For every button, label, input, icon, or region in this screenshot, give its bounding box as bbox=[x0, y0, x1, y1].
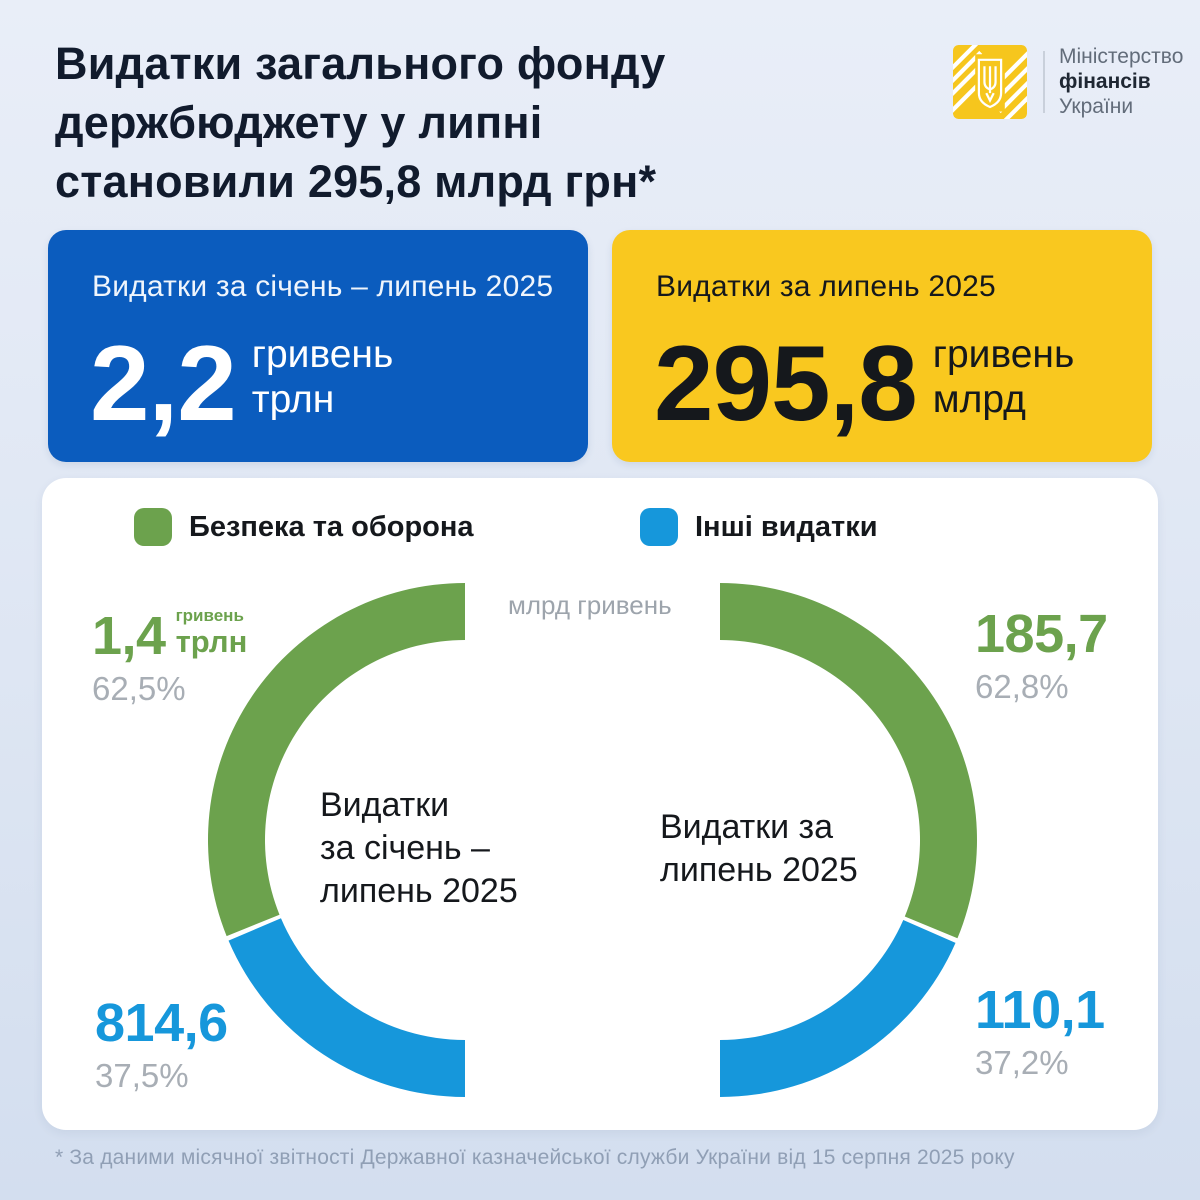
donut-center-line: за січень – bbox=[320, 829, 490, 867]
segment-value-magnitude: трлн bbox=[175, 624, 248, 659]
stat-card-label: Видатки за липень 2025 bbox=[656, 270, 996, 303]
legend-label: Безпека та оборона bbox=[189, 510, 474, 543]
donut-right-center-label: Видатки за липень 2025 bbox=[660, 806, 858, 892]
chart-card: Безпека та оборона Інші видатки млрд гри… bbox=[42, 478, 1158, 1130]
stat-value-number: 295,8 bbox=[654, 323, 918, 444]
page-title-line: держбюджету у липні bbox=[55, 97, 543, 148]
stat-value-magnitude: трлн bbox=[251, 378, 335, 421]
donut-center-line: липень 2025 bbox=[320, 872, 518, 910]
legend-item-security: Безпека та оборона bbox=[134, 508, 474, 546]
donut-left-center-label: Видатки за січень – липень 2025 bbox=[320, 784, 518, 913]
stat-value-number: 2,2 bbox=[90, 323, 237, 444]
donut-right-segment-1 bbox=[720, 920, 956, 1097]
donut-center-line: липень 2025 bbox=[660, 851, 858, 889]
value-label-security-jan-jul: 1,4 гривень трлн 62,5% bbox=[92, 606, 247, 708]
segment-value: 1,4 bbox=[92, 606, 166, 667]
donut-right-segment-0 bbox=[720, 583, 977, 939]
donut-center-line: Видатки bbox=[320, 786, 450, 824]
stat-card-july: Видатки за липень 2025 295,8 гривень млр… bbox=[612, 230, 1152, 462]
donut-charts-svg bbox=[207, 583, 977, 1097]
stat-card-value: 2,2 гривень трлн bbox=[90, 323, 394, 444]
stat-card-value: 295,8 гривень млрд bbox=[654, 323, 1075, 444]
legend-swatch-other bbox=[640, 508, 678, 546]
stat-value-magnitude: млрд bbox=[932, 378, 1026, 421]
donut-left-segment-1 bbox=[228, 918, 465, 1097]
page-title-line: Видатки загального фонду bbox=[55, 38, 666, 89]
ministry-name-line: України bbox=[1059, 95, 1134, 118]
legend-swatch-security bbox=[134, 508, 172, 546]
coat-of-arms-icon bbox=[953, 44, 1027, 119]
segment-value-currency: гривень bbox=[175, 606, 244, 625]
legend-item-other: Інші видатки bbox=[640, 508, 878, 546]
value-label-other-july: 110,1 37,2% bbox=[975, 980, 1105, 1082]
donut-center-line: Видатки за bbox=[660, 808, 834, 846]
chart-units-caption: млрд гривень bbox=[508, 590, 672, 620]
logo-divider bbox=[1043, 50, 1045, 113]
stat-value-currency: гривень bbox=[932, 333, 1075, 376]
ministry-name-line: Міністерство bbox=[1059, 45, 1184, 68]
stat-cards-row: Видатки за січень – липень 2025 2,2 грив… bbox=[48, 230, 1152, 462]
value-label-other-jan-jul: 814,6 37,5% bbox=[95, 993, 228, 1095]
segment-percent: 62,8% bbox=[975, 667, 1069, 705]
donut-left-segment-0 bbox=[207, 583, 466, 937]
ministry-name: Міністерство фінансів України bbox=[1059, 44, 1183, 119]
page-title: Видатки загального фонду держбюджету у л… bbox=[55, 34, 666, 211]
footnote: * За даними місячної звітності Державної… bbox=[55, 1146, 1015, 1169]
stat-card-label: Видатки за січень – липень 2025 bbox=[92, 270, 554, 303]
segment-value: 110,1 bbox=[975, 980, 1105, 1040]
page-title-line: становили 295,8 млрд грн* bbox=[55, 156, 657, 207]
segment-percent: 62,5% bbox=[92, 670, 186, 707]
segment-percent: 37,2% bbox=[975, 1043, 1069, 1081]
legend-label: Інші видатки bbox=[695, 510, 878, 543]
segment-value: 185,7 bbox=[975, 604, 1108, 664]
stat-card-jan-jul: Видатки за січень – липень 2025 2,2 грив… bbox=[48, 230, 588, 462]
ministry-logo: Міністерство фінансів України bbox=[953, 44, 1183, 119]
ministry-name-line: фінансів bbox=[1059, 70, 1151, 93]
segment-value: 814,6 bbox=[95, 993, 228, 1053]
stat-value-currency: гривень bbox=[251, 333, 394, 376]
value-label-security-july: 185,7 62,8% bbox=[975, 604, 1108, 706]
segment-percent: 37,5% bbox=[95, 1056, 189, 1094]
